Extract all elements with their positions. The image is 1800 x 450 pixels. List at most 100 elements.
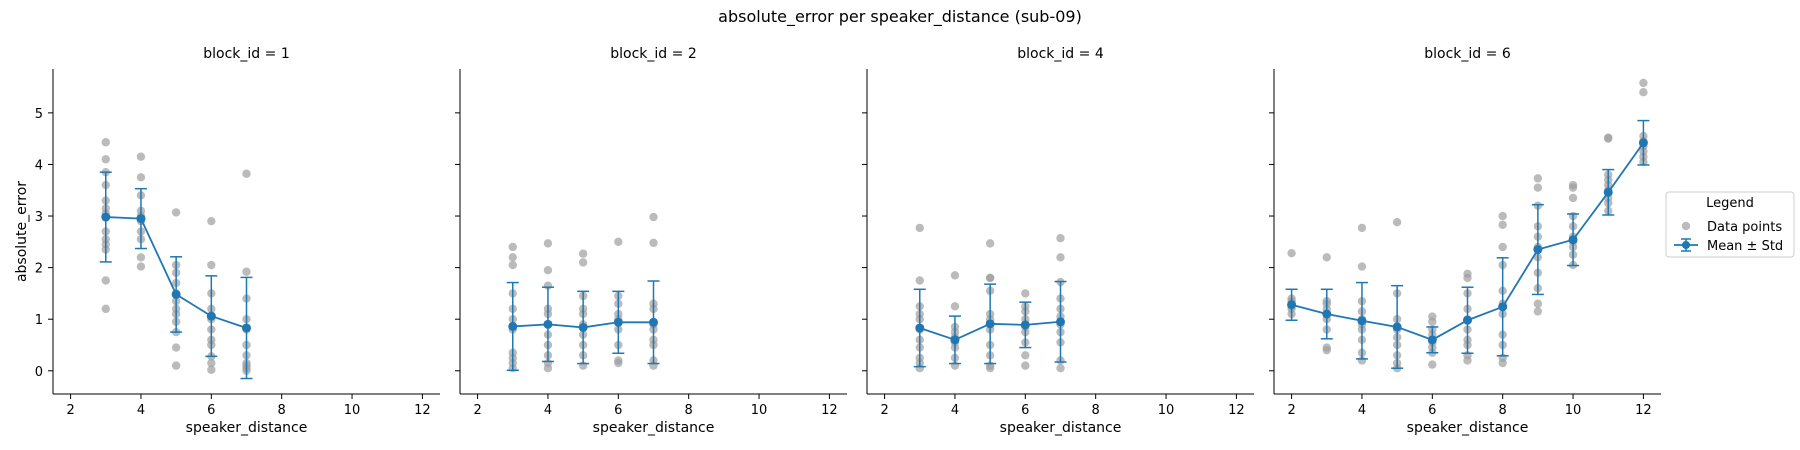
data-point [985, 273, 995, 283]
legend-label-points: Data points [1707, 220, 1782, 235]
mean-point [1357, 316, 1367, 326]
data-point [950, 271, 960, 280]
mean-point [136, 214, 146, 224]
data-point [171, 361, 181, 370]
mean-point [1020, 320, 1030, 330]
x-axis-label: speaker_distance [1407, 420, 1529, 436]
data-point [136, 152, 146, 161]
x-tick-label: 8 [1499, 403, 1507, 418]
x-axis-label: speaker_distance [186, 420, 308, 436]
data-point [649, 238, 658, 248]
data-point [1463, 269, 1472, 279]
data-point [543, 265, 553, 275]
data-point [1533, 307, 1543, 316]
data-point [171, 208, 181, 217]
x-tick-label: 2 [473, 403, 481, 418]
data-point [1498, 242, 1507, 252]
data-point [578, 258, 588, 267]
y-tick-label: 5 [35, 107, 43, 122]
data-point [242, 267, 251, 276]
mean-point [1568, 235, 1578, 245]
data-point [1322, 343, 1331, 352]
mean-point [171, 289, 181, 299]
mean-point [1603, 187, 1613, 197]
mean-point [1392, 322, 1402, 332]
mean-point [1463, 315, 1472, 325]
panel-1: block_id = 12 4 6 8 10 12012345speaker_distan… [14, 46, 440, 436]
panel-title: block_id = 6 [1424, 46, 1511, 62]
x-tick-label: 4 [544, 403, 552, 418]
data-point [1498, 211, 1507, 221]
x-tick-label: 12 [1228, 403, 1245, 418]
panel-title: block_id = 1 [203, 46, 289, 62]
x-tick-label: 8 [685, 403, 693, 418]
mean-point [915, 323, 925, 333]
x-tick-label: 6 [1021, 403, 1029, 418]
data-point [101, 276, 110, 285]
panel-3: block_id = 4 2 4 6 8 10 12 speaker_distance [862, 46, 1254, 436]
data-point [136, 253, 146, 262]
mean-point [649, 317, 658, 327]
x-tick-label: 10 [751, 403, 768, 418]
x-tick-label: 6 [207, 403, 215, 418]
x-tick-label: 8 [278, 403, 286, 418]
legend-marker-mean [1682, 241, 1690, 249]
x-axis-label: speaker_distance [593, 420, 715, 436]
data-point [1357, 223, 1367, 233]
data-point [1639, 88, 1648, 97]
data-point [1428, 360, 1437, 369]
mean-point [1533, 245, 1543, 255]
data-point [1056, 234, 1065, 243]
x-tick-label: 2 [1287, 403, 1295, 418]
x-tick-label: 6 [1428, 403, 1436, 418]
mean-point [1427, 335, 1437, 345]
mean-point [1322, 309, 1332, 319]
mean-point [578, 322, 588, 332]
panel-4: block_id = 6 2 4 6 8 10 12 speaker_distance [1269, 46, 1661, 436]
data-point [1568, 193, 1578, 203]
data-point [1533, 299, 1543, 308]
y-tick-label: 1 [35, 313, 43, 328]
data-point [136, 173, 146, 182]
data-point [101, 138, 110, 147]
mean-point [1056, 317, 1065, 327]
data-point [1568, 180, 1578, 190]
data-point [1639, 78, 1648, 88]
data-point [985, 239, 995, 248]
mean-point [242, 323, 251, 333]
data-point [508, 242, 517, 252]
y-tick-label: 2 [35, 262, 43, 277]
data-point [508, 253, 517, 262]
data-point [101, 304, 110, 314]
data-point [915, 276, 924, 285]
y-tick-label: 0 [35, 365, 43, 380]
data-point [1533, 183, 1543, 192]
mean-point [1498, 302, 1508, 312]
x-tick-label: 12 [414, 403, 431, 418]
legend-title: Legend [1706, 196, 1754, 211]
data-point [207, 358, 216, 368]
data-point [1533, 174, 1543, 183]
mean-point [206, 311, 216, 321]
data-point [1021, 289, 1030, 298]
legend-label-mean: Mean ± Std [1707, 239, 1783, 254]
data-point [1021, 351, 1030, 360]
data-point [1392, 218, 1402, 227]
x-tick-label: 4 [1358, 403, 1366, 418]
data-point [1357, 262, 1367, 271]
data-point [614, 356, 623, 365]
data-point [915, 223, 924, 233]
data-point [950, 302, 960, 311]
panels-group: block_id = 12 4 6 8 10 12012345speaker_distan… [14, 46, 1661, 436]
legend-box [1665, 191, 1795, 258]
mean-point [101, 212, 111, 222]
y-tick-label: 3 [35, 210, 43, 225]
y-axis-label: absolute_error [14, 181, 30, 282]
x-tick-label: 8 [1092, 403, 1100, 418]
mean-point [543, 319, 553, 329]
chart-title: absolute_error per speaker_distance (sub… [718, 7, 1082, 27]
y-tick-label: 4 [35, 158, 43, 173]
x-tick-label: 10 [1565, 403, 1582, 418]
mean-point [613, 317, 623, 327]
